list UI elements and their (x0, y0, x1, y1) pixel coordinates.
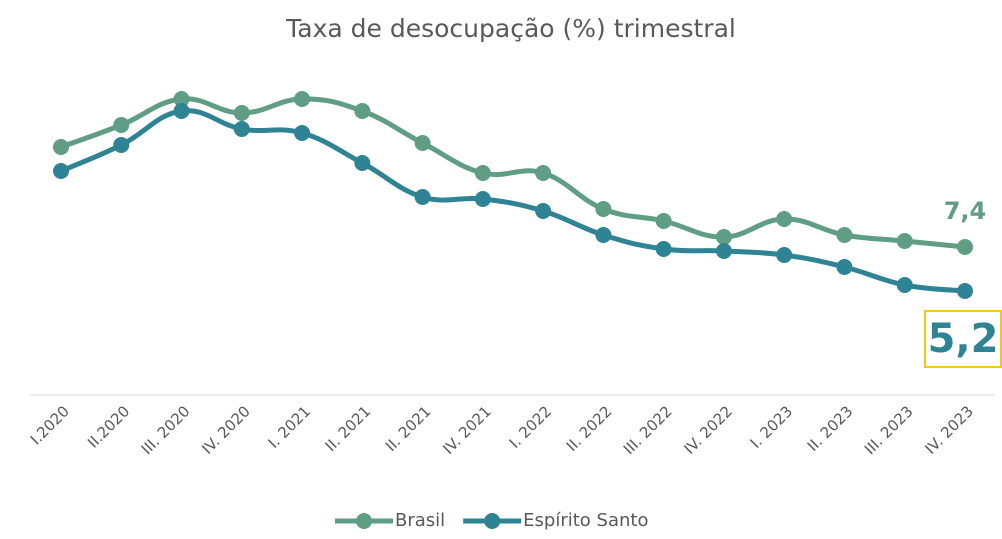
x-tick-label: I. 2021 (264, 402, 314, 452)
chart-title: Taxa de desocupação (%) trimestral (285, 14, 736, 43)
x-tick-label: IV. 2023 (922, 402, 977, 457)
data-point (233, 121, 250, 137)
data-point (53, 163, 69, 179)
x-tick-label: I.2020 (27, 402, 73, 448)
legend-label: Brasil (395, 510, 445, 531)
x-tick-label: III. 2023 (861, 402, 917, 458)
data-point (53, 139, 69, 155)
data-point (595, 201, 612, 217)
data-point (655, 213, 672, 229)
data-point (474, 165, 491, 181)
data-point (776, 247, 793, 263)
label-box (924, 310, 1002, 368)
legend-marker (356, 513, 372, 529)
data-point (776, 211, 793, 227)
x-tick-label: IV. 2021 (439, 402, 494, 457)
data-label: 5,2 (928, 316, 999, 362)
x-tick-label: I. 2023 (747, 402, 797, 452)
series-line (60, 96, 966, 250)
data-point (414, 135, 431, 151)
x-tick-label: III. 2022 (620, 402, 676, 458)
data-point (173, 91, 190, 107)
legend-marker (484, 513, 501, 529)
legend-item: Brasil (335, 510, 445, 531)
data-point (836, 227, 853, 243)
data-point (896, 233, 913, 249)
data-point (957, 239, 973, 255)
data-point (896, 277, 913, 293)
x-tick-label: II.2020 (84, 402, 133, 451)
x-tick-label: II. 2021 (382, 402, 435, 455)
data-point (414, 189, 431, 205)
data-point (113, 117, 130, 133)
legend-label: Espírito Santo (523, 510, 648, 531)
data-point (715, 243, 732, 259)
data-point (655, 241, 672, 257)
data-point (113, 137, 130, 153)
x-tick-label: IV. 2020 (198, 402, 253, 457)
data-point (294, 91, 311, 107)
data-point (535, 203, 552, 219)
x-tick-label: III. 2020 (138, 402, 194, 458)
data-point (354, 155, 371, 171)
x-tick-label: IV. 2022 (680, 402, 735, 457)
x-tick-label: II. 2021 (322, 402, 375, 455)
data-point (715, 229, 732, 245)
data-point (354, 103, 371, 119)
data-point (474, 191, 491, 207)
data-point (173, 103, 190, 119)
x-tick-label: II. 2023 (804, 402, 857, 455)
data-point (836, 259, 853, 275)
legend-item: Espírito Santo (463, 510, 648, 531)
data-point (595, 227, 612, 243)
x-tick-label: II. 2022 (563, 402, 616, 455)
data-point (294, 125, 311, 141)
data-point (957, 283, 973, 299)
series-line (60, 108, 966, 294)
data-point (535, 165, 552, 181)
data-point (233, 105, 250, 121)
data-label: 7,4 (944, 197, 987, 225)
x-tick-label: I. 2022 (506, 402, 556, 452)
